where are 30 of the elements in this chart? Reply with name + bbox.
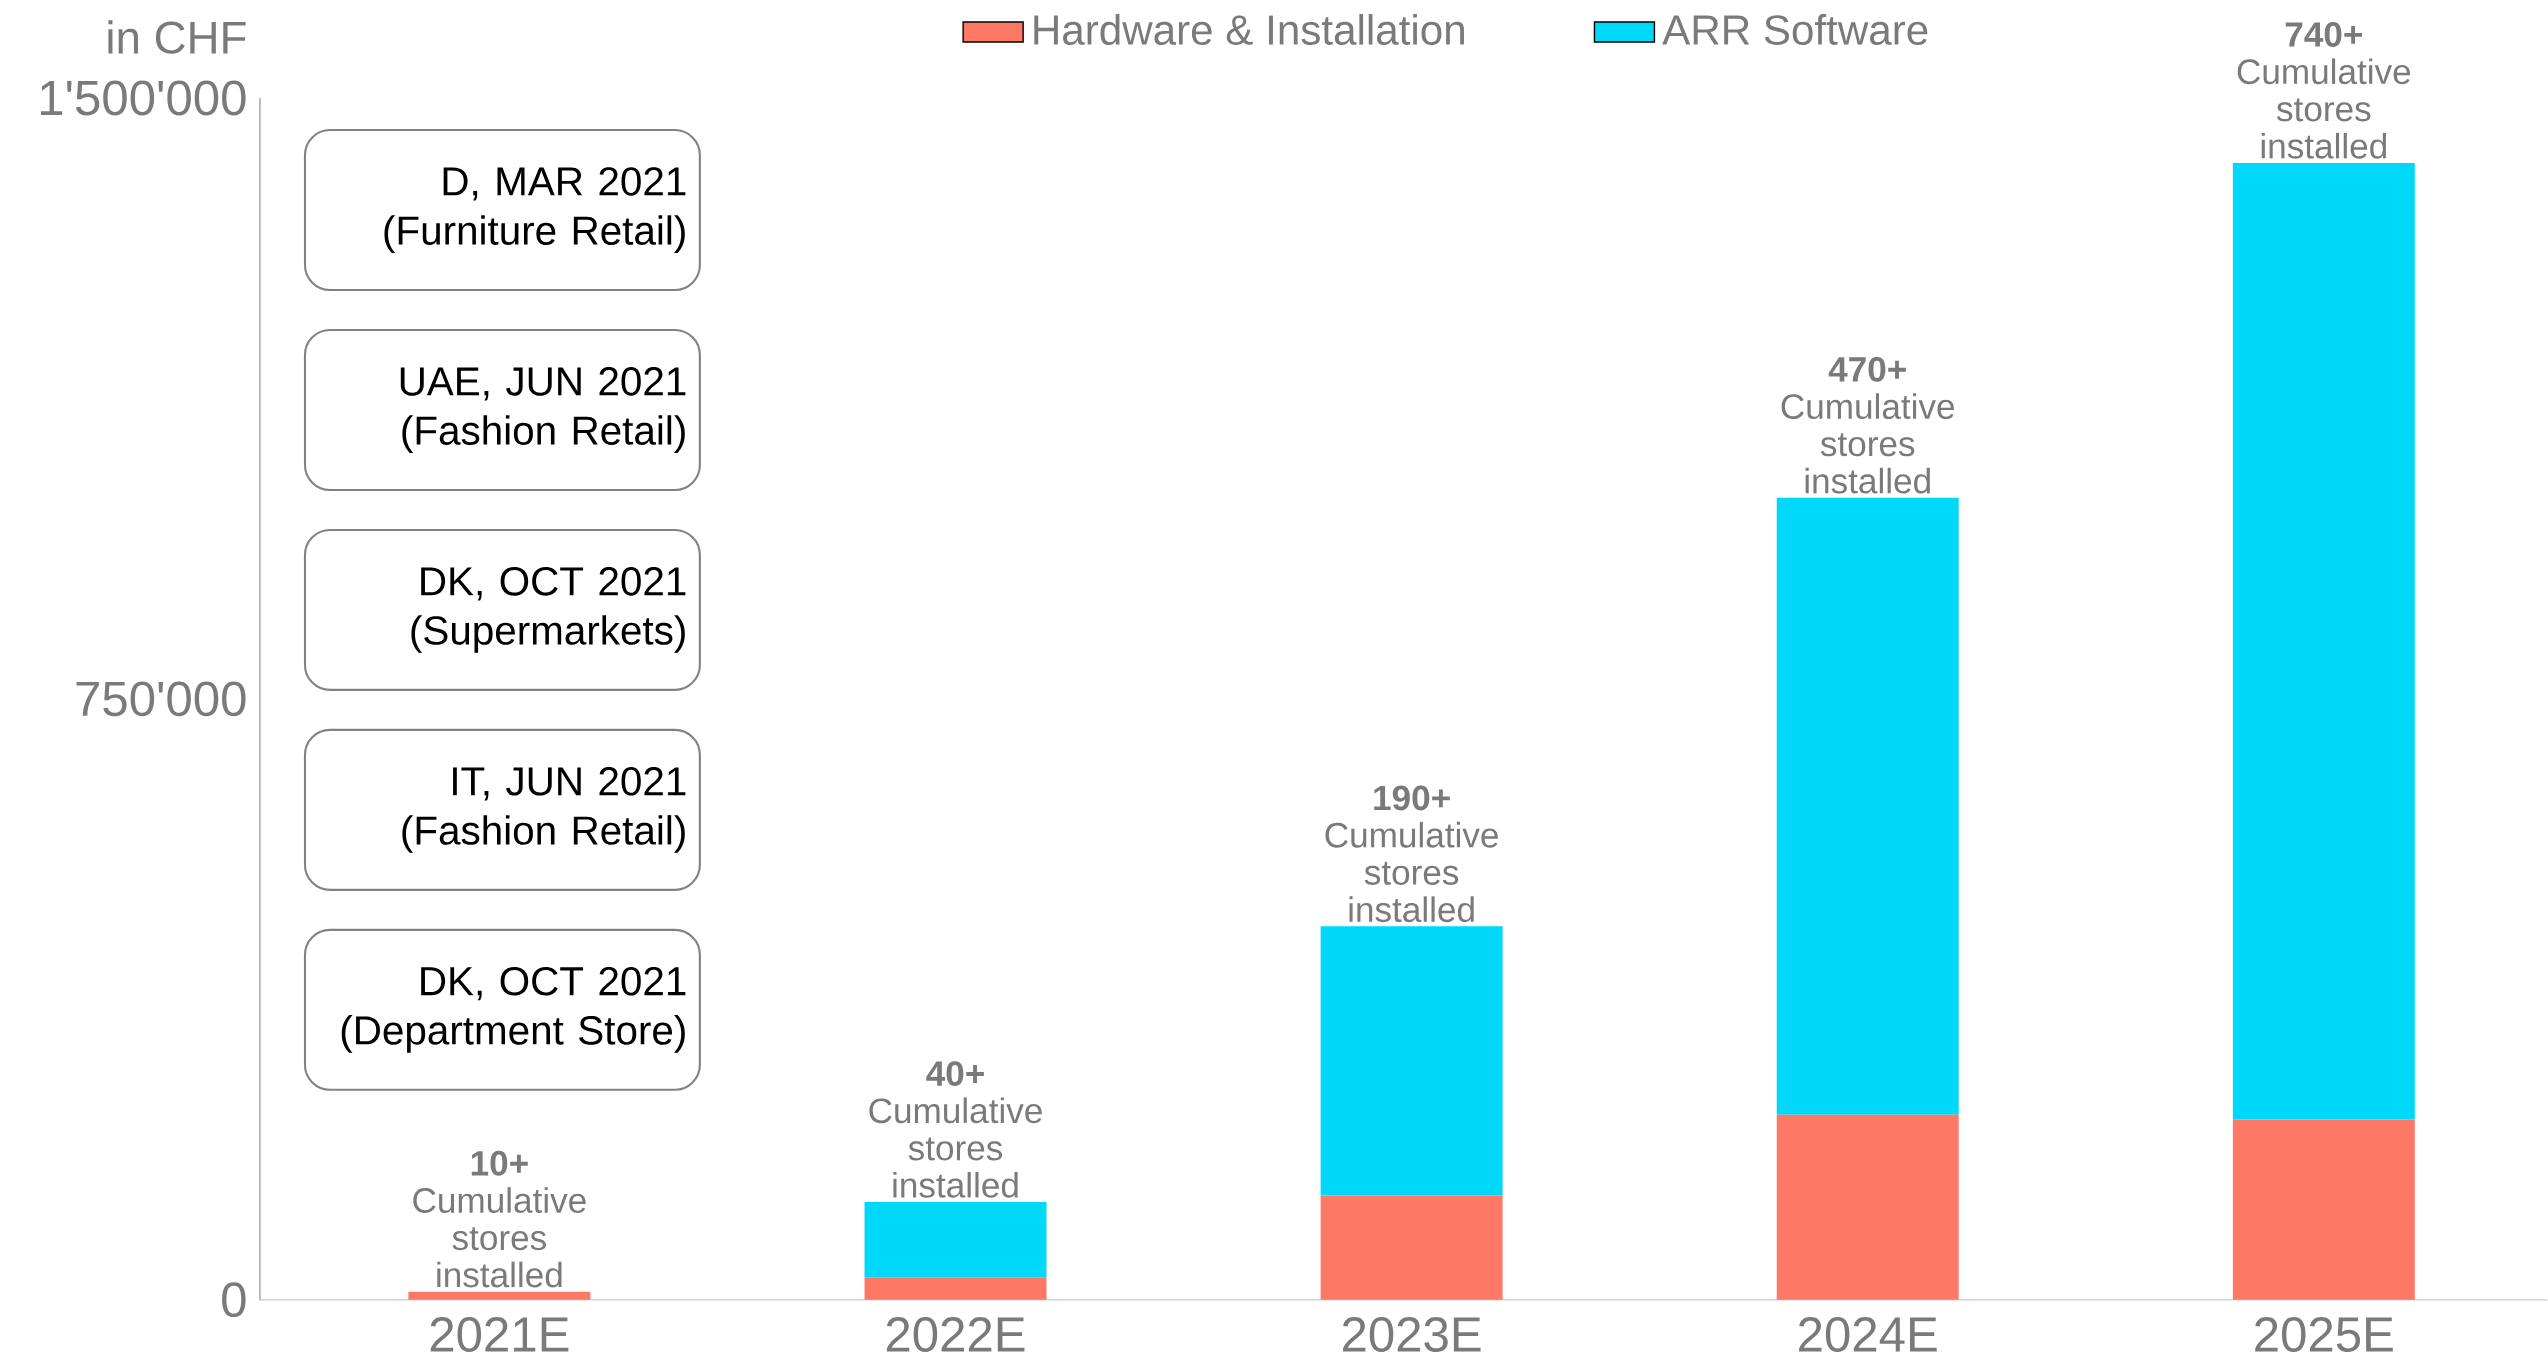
legend-label: ARR Software xyxy=(1662,14,1928,46)
annotation: 740+ Cumulative stores installed xyxy=(2237,22,2411,159)
bar xyxy=(1320,1195,1503,1300)
bar xyxy=(1320,926,1503,1196)
x-tick-label: 2023E xyxy=(1342,1317,1481,1353)
annotation: D, MAR 2021 (Furniture Retail) xyxy=(384,167,686,254)
annotation: 190+ Cumulative stores installed xyxy=(1325,785,1498,923)
bar xyxy=(2232,1119,2415,1300)
y-tick-label: 750'000 xyxy=(76,681,246,717)
x-tick-label: 2025E xyxy=(2255,1317,2393,1353)
y-axis-title: in CHF xyxy=(108,20,246,55)
bar xyxy=(1776,497,1959,1115)
x-tick-label: 2022E xyxy=(886,1317,1025,1353)
annotation: 10+ Cumulative stores installed xyxy=(413,1151,586,1288)
bar xyxy=(864,1202,1047,1278)
annotation: IT, JUN 2021 (Fashion Retail) xyxy=(402,767,686,853)
x-tick-label: 2021E xyxy=(430,1317,569,1353)
y-tick-label: 1'500'000 xyxy=(40,80,246,116)
x-tick-label: 2024E xyxy=(1799,1317,1937,1353)
bar xyxy=(864,1277,1047,1300)
annotation: UAE, JUN 2021 (Fashion Retail) xyxy=(400,367,686,454)
legend-label: Hardware & Installation xyxy=(1034,14,1464,46)
bar xyxy=(408,1291,591,1300)
annotation: 40+ Cumulative stores installed xyxy=(869,1061,1042,1198)
annotation: DK, OCT 2021 (Supermarkets) xyxy=(411,567,686,653)
y-tick-label: 0 xyxy=(222,1282,246,1318)
annotation: DK, OCT 2021 (Department Store) xyxy=(341,967,686,1053)
bar xyxy=(1776,1114,1959,1300)
annotation: 470+ Cumulative stores installed xyxy=(1781,357,1954,494)
bar xyxy=(2232,163,2415,1120)
